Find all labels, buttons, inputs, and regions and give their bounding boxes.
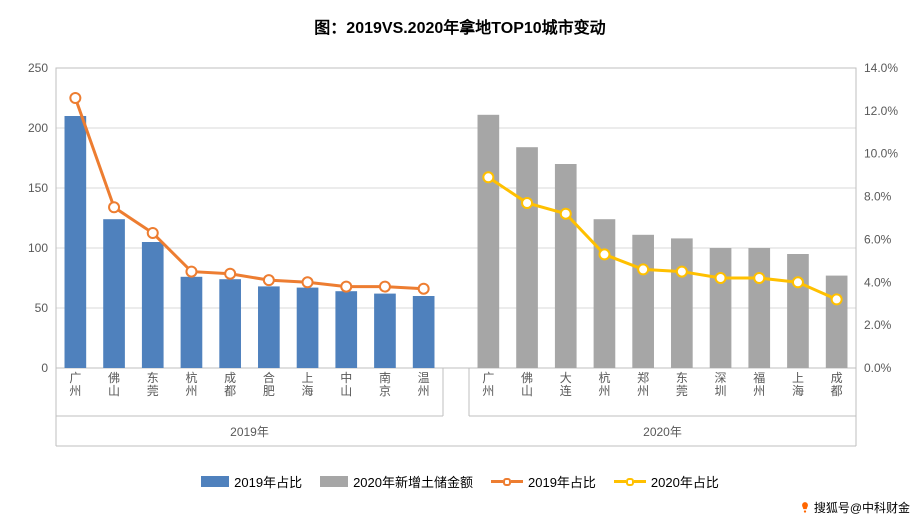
line-marker <box>677 267 687 277</box>
line-marker <box>264 275 274 285</box>
bar <box>181 277 203 368</box>
line-marker <box>380 282 390 292</box>
svg-text:6.0%: 6.0% <box>864 232 892 246</box>
legend-item: 2020年占比 <box>614 472 719 491</box>
line-marker <box>793 277 803 287</box>
svg-text:50: 50 <box>35 301 49 315</box>
svg-text:0.0%: 0.0% <box>864 361 892 375</box>
x-tick-label: 广州 <box>69 371 81 398</box>
svg-text:14.0%: 14.0% <box>864 61 898 75</box>
x-tick-label: 佛山 <box>521 371 533 398</box>
svg-text:250: 250 <box>28 61 48 75</box>
group-label: 2019年 <box>230 425 269 439</box>
svg-text:2.0%: 2.0% <box>864 318 892 332</box>
legend-swatch <box>320 476 348 487</box>
line-series <box>488 177 836 299</box>
x-tick-label: 杭州 <box>185 370 197 398</box>
bar <box>671 238 693 368</box>
bar <box>142 242 164 368</box>
line-marker <box>754 273 764 283</box>
x-tick-label: 成都 <box>831 371 843 398</box>
svg-text:0: 0 <box>41 361 48 375</box>
legend-item: 2019年占比 <box>491 472 596 491</box>
x-tick-label: 大连 <box>560 371 572 398</box>
bar <box>374 294 396 368</box>
x-tick-label: 成都 <box>224 371 236 398</box>
bar <box>748 248 770 368</box>
svg-text:200: 200 <box>28 121 48 135</box>
bar <box>103 219 125 368</box>
line-marker <box>638 264 648 274</box>
legend-swatch <box>201 476 229 487</box>
line-marker <box>483 172 493 182</box>
bar <box>710 248 732 368</box>
legend-label: 2019年占比 <box>234 472 302 491</box>
bar <box>413 296 435 368</box>
legend-label: 2020年新增土储金额 <box>353 472 473 491</box>
x-tick-label: 温州 <box>418 371 430 398</box>
svg-text:12.0%: 12.0% <box>864 104 898 118</box>
x-tick-label: 广州 <box>482 371 494 398</box>
bar <box>65 116 87 368</box>
line-marker <box>599 249 609 259</box>
group-label: 2020年 <box>643 425 682 439</box>
line-marker <box>109 202 119 212</box>
legend-line-icon <box>491 478 523 486</box>
line-marker <box>148 228 158 238</box>
bar <box>219 279 241 368</box>
legend-line-icon <box>614 478 646 486</box>
x-tick-label: 南京 <box>379 370 391 398</box>
x-tick-label: 佛山 <box>108 371 120 398</box>
x-tick-label: 中山 <box>340 370 352 398</box>
x-tick-label: 合肥 <box>263 370 275 398</box>
x-tick-label: 郑州 <box>637 370 649 398</box>
x-tick-label: 深圳 <box>715 371 727 398</box>
line-marker <box>341 282 351 292</box>
svg-text:10.0%: 10.0% <box>864 147 898 161</box>
svg-text:8.0%: 8.0% <box>864 190 892 204</box>
chart-title: 图：2019VS.2020年拿地TOP10城市变动 <box>0 0 920 38</box>
bar <box>787 254 809 368</box>
bar <box>335 291 357 368</box>
svg-text:100: 100 <box>28 241 48 255</box>
legend-item: 2019年占比 <box>201 472 302 491</box>
legend-item: 2020年新增土储金额 <box>320 472 473 491</box>
x-tick-label: 上海 <box>302 371 314 398</box>
bar <box>594 219 616 368</box>
line-marker <box>561 209 571 219</box>
bar <box>478 115 500 368</box>
legend: 2019年占比 2020年新增土储金额 2019年占比 2020年占比 <box>0 472 920 491</box>
line-marker <box>186 267 196 277</box>
line-marker <box>716 273 726 283</box>
legend-label: 2020年占比 <box>651 472 719 491</box>
x-tick-label: 东莞 <box>676 371 688 398</box>
bar <box>632 235 654 368</box>
line-marker <box>225 269 235 279</box>
line-series <box>75 98 423 289</box>
bar <box>258 286 280 368</box>
chart-svg: 0 50 100 150 200 250 0.0% 2.0% 4.0% 6.0% 8.0% 10.0%… <box>0 38 920 468</box>
line-marker <box>303 277 313 287</box>
x-tick-label: 东莞 <box>147 371 159 398</box>
bar <box>297 288 319 368</box>
watermark: 搜狐号@中科财金 <box>798 499 910 516</box>
line-marker <box>832 294 842 304</box>
bar <box>826 276 848 368</box>
x-tick-label: 福州 <box>753 370 765 398</box>
svg-text:150: 150 <box>28 181 48 195</box>
legend-label: 2019年占比 <box>528 472 596 491</box>
line-marker <box>419 284 429 294</box>
bar <box>555 164 577 368</box>
svg-text:4.0%: 4.0% <box>864 275 892 289</box>
line-marker <box>522 198 532 208</box>
x-tick-label: 杭州 <box>598 370 610 398</box>
x-tick-label: 上海 <box>792 371 804 398</box>
bar <box>516 147 538 368</box>
line-marker <box>70 93 80 103</box>
